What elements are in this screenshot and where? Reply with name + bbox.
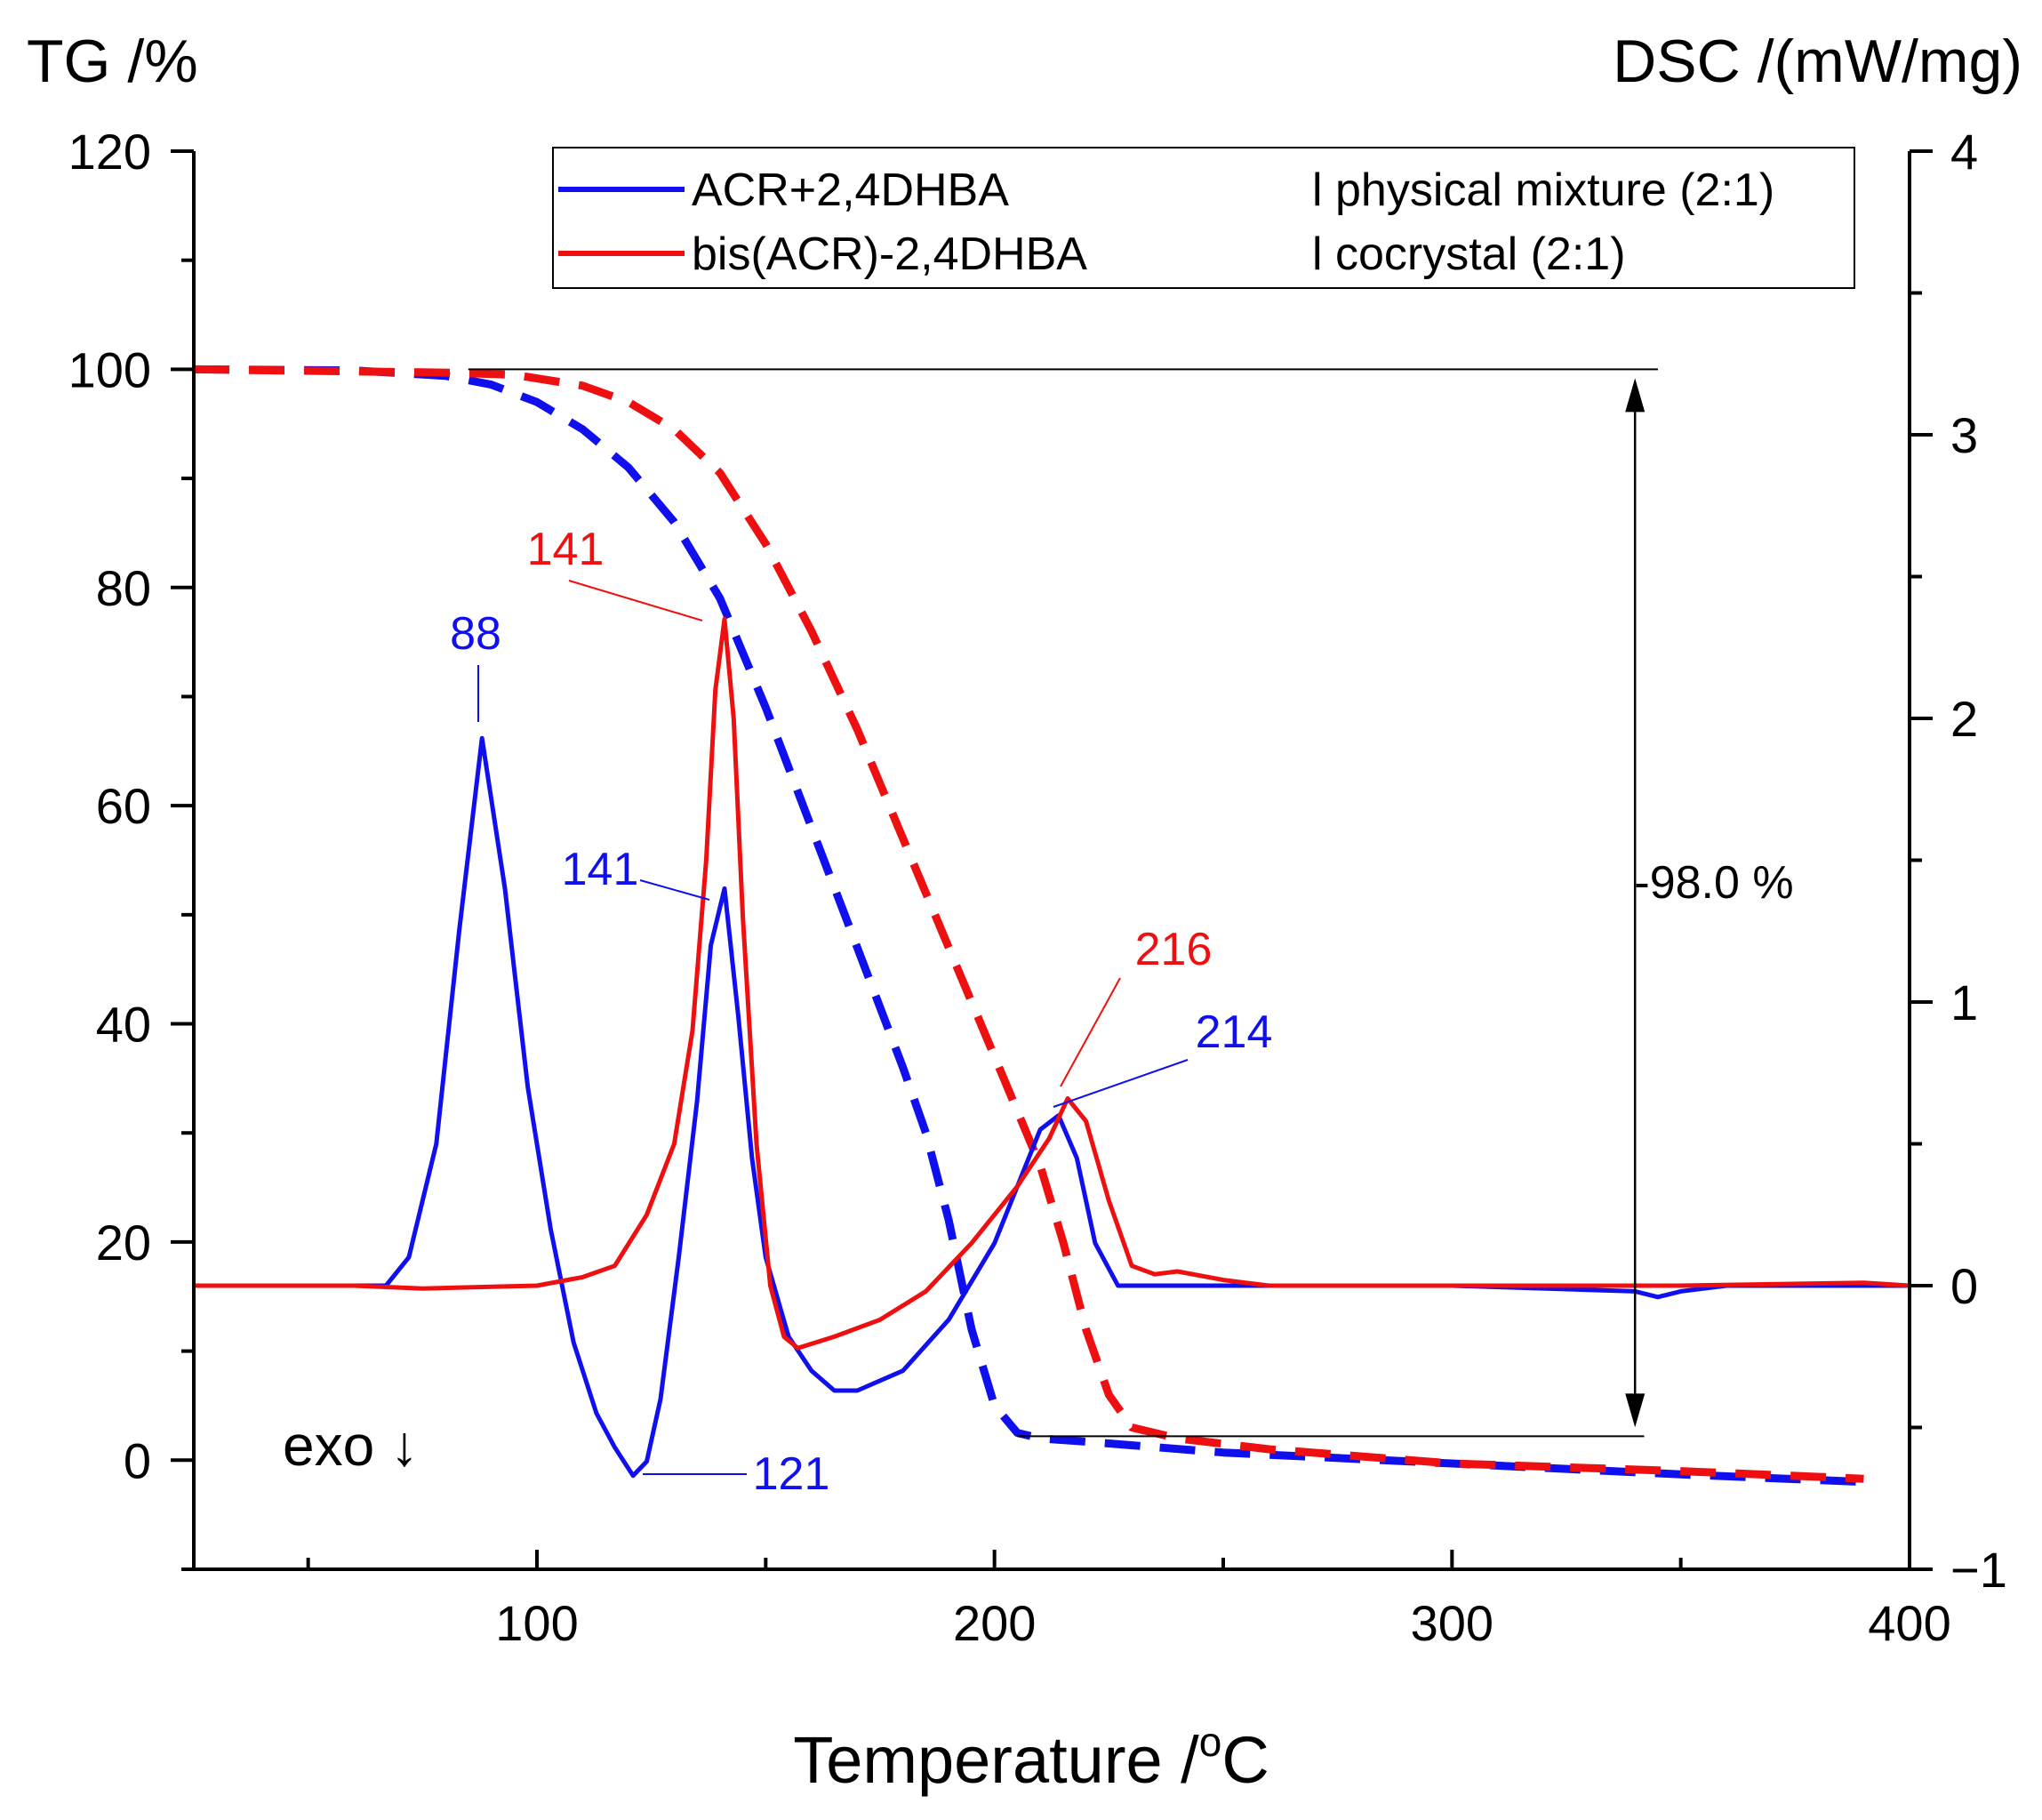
y-left-tick-label: 120 (68, 124, 151, 180)
peak-leader-line (639, 879, 710, 901)
y-right-tick-label: 0 (1950, 1258, 1978, 1314)
mass-loss-label: -98.0 % (1634, 857, 1793, 909)
axes: 100 200 300 400 0 20 40 60 80 100 120 −1 0 1 2 3 4 (68, 124, 2007, 1651)
x-tick-label: 400 (1868, 1595, 1950, 1651)
y-left-tick-label: 20 (96, 1215, 151, 1271)
peak-label: 88 (450, 608, 501, 660)
peak-leader-line (1060, 977, 1121, 1087)
arrow-down-icon (1625, 1393, 1646, 1428)
x-axis-title-tail: C (1221, 1723, 1269, 1797)
arrow-up-icon (1625, 378, 1646, 413)
tg-curve-physical-mixture (193, 365, 1864, 1487)
annotations: 88 141 141 216 214 121 -98.0 % (450, 368, 1794, 1500)
x-tick-label: 300 (1411, 1595, 1493, 1651)
y-left-tick-label: 80 (96, 560, 151, 616)
peak-leader-line (1053, 1059, 1189, 1108)
legend-series-name: bis(ACR)-2,4DHBA (692, 229, 1087, 280)
peak-label: 121 (753, 1448, 830, 1500)
exo-direction-label: exo ↓ (283, 1414, 419, 1478)
y-left-tick-label: 40 (96, 997, 151, 1053)
legend: ACR+2,4DHBA l physical mixture (2:1) bis(A… (552, 147, 1855, 289)
x-tick-label: 200 (953, 1595, 1036, 1651)
peak-label: 216 (1135, 924, 1213, 975)
y-right-tick-label: 2 (1950, 691, 1978, 747)
legend-box (552, 147, 1855, 289)
x-axis-title-main: Temperature / (793, 1723, 1199, 1797)
legend-series-description: l cocrystal (2:1) (1312, 229, 1626, 280)
y-axis-left-title: TG /% (27, 28, 198, 95)
y-right-tick-label: 1 (1950, 974, 1978, 1030)
y-right-tick-label: 4 (1950, 124, 1978, 180)
dsc-curve-physical-mixture (194, 735, 1910, 1479)
y-right-tick-label: 3 (1950, 407, 1978, 463)
tg-curve-cocrystal (193, 365, 1864, 1483)
x-axis-title: Temperature /oC (793, 1719, 1269, 1797)
y-left-tick-label: 0 (124, 1432, 151, 1488)
legend-series-name: ACR+2,4DHBA (692, 164, 1009, 216)
peak-label: 214 (1196, 1006, 1273, 1058)
peak-leader-line (568, 580, 703, 621)
peak-label: 141 (527, 524, 605, 575)
peak-label: 141 (562, 844, 639, 895)
legend-series-description: l physical mixture (2:1) (1312, 164, 1774, 216)
x-axis-title-superscript: o (1199, 1719, 1222, 1765)
y-left-tick-label: 100 (68, 341, 151, 397)
plot-area (193, 365, 1910, 1487)
y-left-tick-label: 60 (96, 778, 151, 834)
dsc-curve-cocrystal (194, 616, 1910, 1351)
y-axis-right-title: DSC /(mW/mg) (1613, 28, 2022, 95)
x-tick-label: 100 (495, 1595, 578, 1651)
y-right-tick-label: −1 (1950, 1542, 2007, 1598)
